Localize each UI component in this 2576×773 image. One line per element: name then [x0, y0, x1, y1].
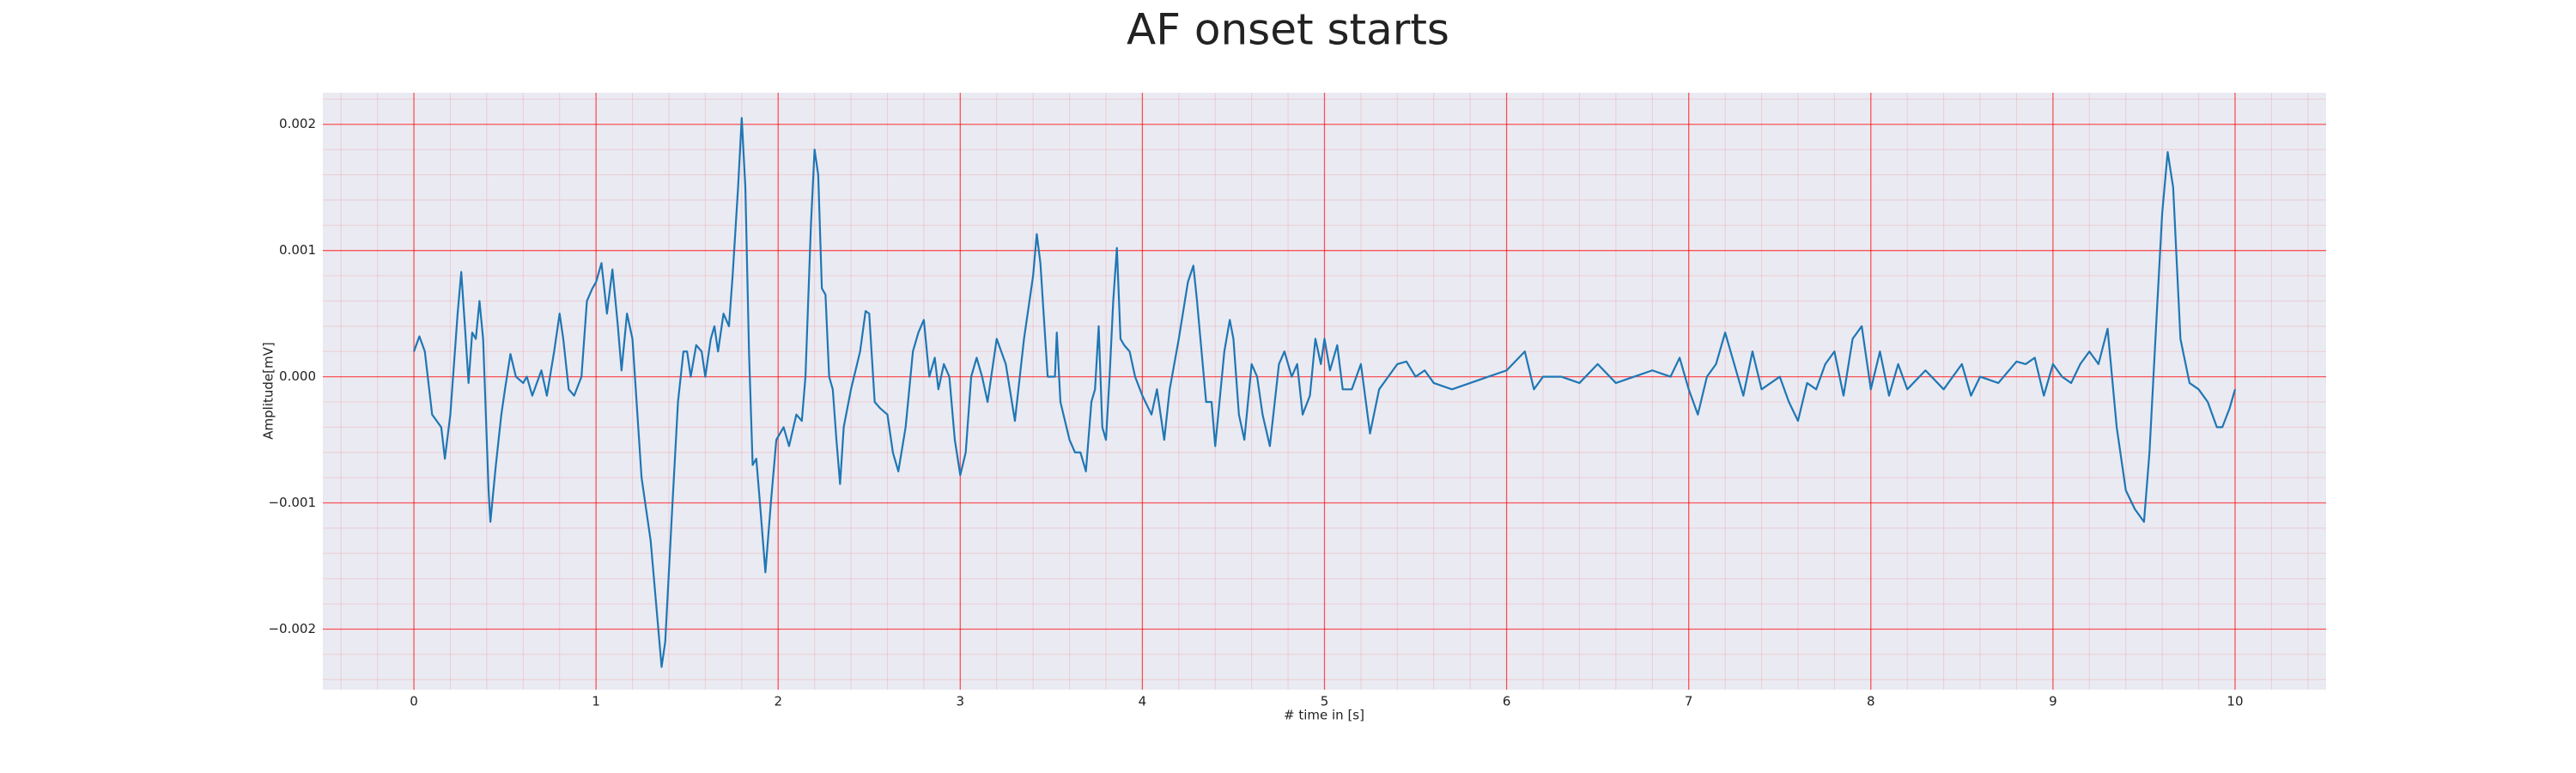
- x-tick-label: 0: [410, 694, 418, 709]
- x-tick-label: 4: [1139, 694, 1147, 709]
- x-axis-label: # time in [s]: [1284, 708, 1364, 723]
- y-tick-label: −0.002: [268, 621, 316, 636]
- x-tick-label: 7: [1685, 694, 1693, 709]
- series-line: [413, 117, 2237, 668]
- x-tick-label: 3: [957, 694, 965, 709]
- y-axis-label: Amplitude[mV]: [261, 342, 276, 439]
- x-tick-label: 9: [2049, 694, 2057, 709]
- chart-title: AF onset starts: [1127, 5, 1449, 55]
- y-tick-label: 0.001: [279, 242, 316, 258]
- x-tick-label: 5: [1321, 694, 1329, 709]
- y-tick-label: 0.002: [279, 116, 316, 131]
- x-tick-label: 2: [774, 694, 782, 709]
- x-tick-label: 6: [1503, 694, 1511, 709]
- y-tick-label: −0.001: [268, 495, 316, 510]
- x-tick-label: 8: [1867, 694, 1875, 709]
- y-tick-label: 0.000: [279, 368, 316, 384]
- x-tick-label: 1: [592, 694, 600, 709]
- x-tick-label: 10: [2227, 694, 2243, 709]
